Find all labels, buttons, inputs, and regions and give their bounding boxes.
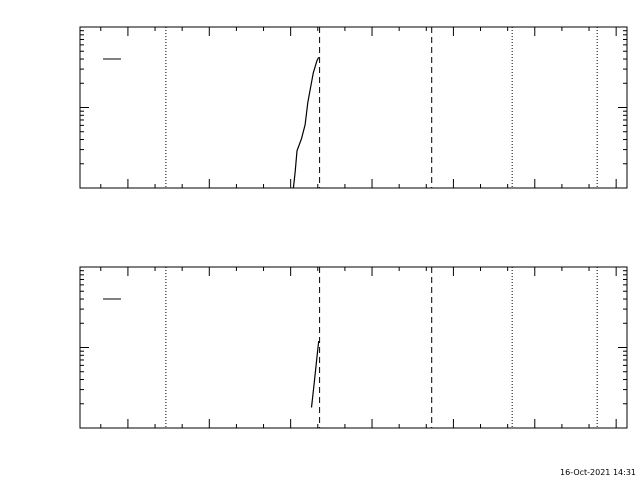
panel-lo xyxy=(79,26,628,189)
footer-timestamp: 16-Oct-2021 14:31 xyxy=(560,468,636,477)
plot-frame xyxy=(79,26,628,189)
series-line xyxy=(310,341,320,408)
series-line xyxy=(292,57,320,189)
plot-frame xyxy=(79,266,628,429)
panel-hi xyxy=(79,266,628,429)
